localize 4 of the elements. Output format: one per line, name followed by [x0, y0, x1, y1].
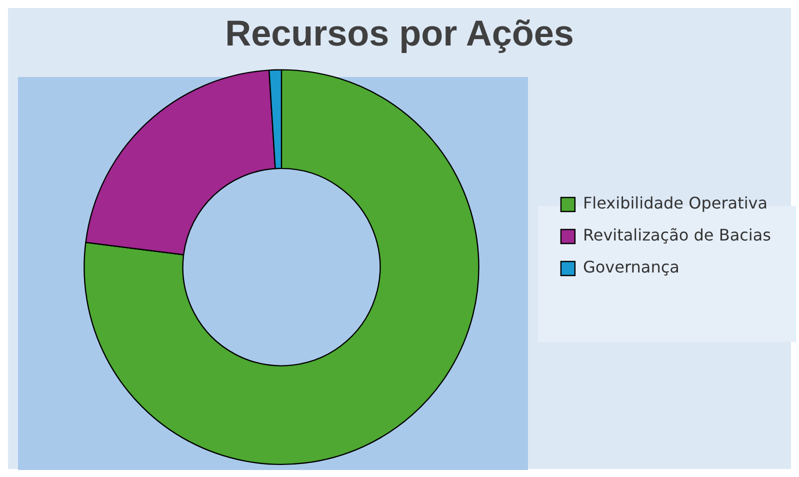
legend-label: Flexibilidade Operativa — [582, 194, 768, 213]
chart-title: Recursos por Ações — [225, 12, 574, 54]
legend-label: Governança — [582, 258, 680, 277]
legend-label: Revitalização de Bacias — [582, 226, 772, 245]
